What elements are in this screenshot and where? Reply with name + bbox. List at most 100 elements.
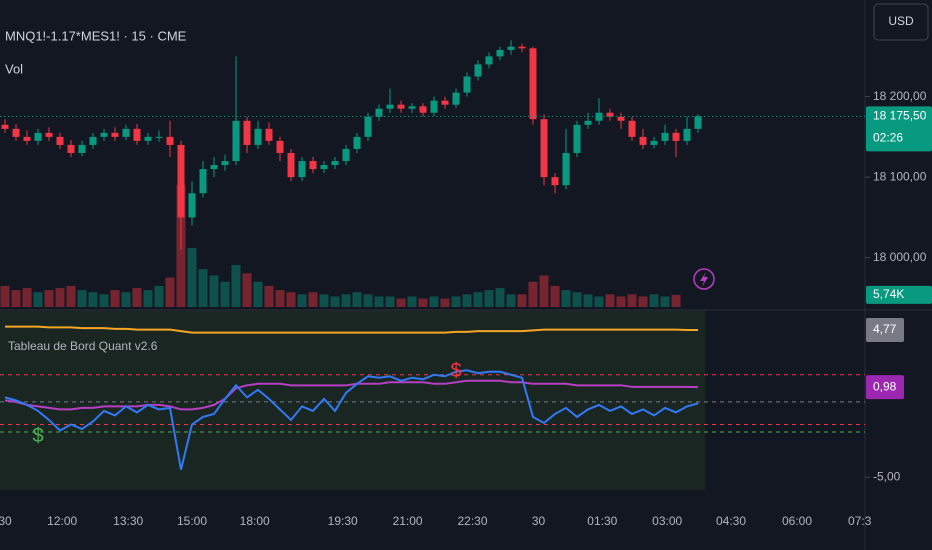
candle-body <box>320 165 328 170</box>
volume-bar <box>209 275 219 307</box>
candle-body <box>298 161 306 178</box>
candle-body <box>595 112 603 121</box>
volume-bar <box>396 298 406 307</box>
volume-bar <box>539 275 549 307</box>
volume-bar <box>572 292 582 307</box>
candle-body <box>221 161 229 166</box>
time-tick-label: 15:00 <box>177 514 207 528</box>
candle-body <box>254 128 262 145</box>
candle-body <box>518 46 526 49</box>
volume-bar <box>638 296 648 307</box>
candle-body <box>606 112 614 117</box>
candle-body <box>584 120 592 125</box>
candle-body <box>617 116 625 121</box>
volume-bar <box>187 248 197 307</box>
alert-icon[interactable] <box>693 268 715 290</box>
volume-bar <box>33 292 43 307</box>
candle-body <box>628 120 636 137</box>
candle-body <box>199 169 207 194</box>
price-tick-label: 18 100,00 <box>873 169 927 183</box>
time-tick-label: 22:30 <box>457 514 487 528</box>
currency-label: USD <box>888 14 914 28</box>
time-tick-label: 18:00 <box>240 514 270 528</box>
volume-bar <box>594 296 604 307</box>
volume-bar <box>627 294 637 307</box>
candle-body <box>672 132 680 141</box>
candle-body <box>375 108 383 117</box>
indicator-tick-label: -5,00 <box>873 469 901 483</box>
last-price-label: 18 175,50 <box>873 109 927 123</box>
candle-body <box>243 120 251 145</box>
currency-button[interactable] <box>873 3 929 41</box>
volume-bar <box>11 290 21 307</box>
signal-marker: $ <box>32 425 43 447</box>
candle-body <box>639 136 647 145</box>
candle-body <box>144 136 152 141</box>
last-value-label: 4,77 <box>873 322 897 336</box>
candle-body <box>1 124 9 129</box>
volume-bar <box>231 264 241 307</box>
time-tick-label: 01:30 <box>587 514 617 528</box>
volume-bar <box>605 294 615 307</box>
study-label: Vol <box>5 61 23 76</box>
volume-bar <box>0 285 10 307</box>
volume-bar <box>308 292 318 307</box>
volume-bar <box>44 290 54 307</box>
volume-bar <box>660 296 670 307</box>
candle-body <box>540 119 548 178</box>
volume-bar <box>407 296 417 307</box>
candle-body <box>56 136 64 145</box>
volume-bar <box>550 285 560 307</box>
time-tick-label: 21:00 <box>393 514 423 528</box>
indicator-background <box>0 310 705 490</box>
volume-bar <box>363 294 373 307</box>
candle-body <box>133 128 141 141</box>
candle-body <box>441 100 449 105</box>
candle-body <box>573 124 581 153</box>
candle-body <box>650 140 658 145</box>
volume-bar <box>495 288 505 307</box>
candle-body <box>34 132 42 141</box>
volume-bar <box>561 290 571 307</box>
lightning-glyph <box>700 272 708 287</box>
volume-bar <box>506 294 516 307</box>
price-tick-label: 18 200,00 <box>873 89 927 103</box>
volume-bar <box>341 294 351 307</box>
candle-body <box>342 148 350 162</box>
indicator-line <box>4 369 699 470</box>
candle-body <box>166 136 174 145</box>
volume-bar <box>242 273 252 307</box>
time-tick-label: 04:30 <box>716 514 746 528</box>
volume-bar <box>253 281 263 307</box>
time-tick-label: 13:30 <box>113 514 143 528</box>
volume-bar <box>429 296 439 307</box>
candle-body <box>122 128 130 137</box>
time-tick-label: 30 <box>532 514 546 528</box>
volume-bar <box>297 294 307 307</box>
volume-bar <box>374 296 384 307</box>
candle-body <box>67 144 75 153</box>
candle-body <box>353 136 361 149</box>
last-volume-label: 5,74K <box>873 287 904 301</box>
candle-body <box>661 132 669 141</box>
candle-body <box>23 136 31 141</box>
volume-bar <box>77 290 87 307</box>
volume-bar <box>671 294 681 307</box>
volume-bar <box>616 296 626 307</box>
volume-bar <box>286 292 296 307</box>
volume-bar <box>385 296 395 307</box>
candle-body <box>496 49 504 57</box>
volume-bar <box>99 294 109 307</box>
time-tick-label: 06:00 <box>782 514 812 528</box>
candle-body <box>309 161 317 170</box>
volume-bar <box>165 277 175 307</box>
volume-bar <box>121 292 131 307</box>
time-tick-label: 07:3 <box>848 514 872 528</box>
volume-bar <box>440 298 450 307</box>
volume-bar <box>143 290 153 307</box>
candle-body <box>276 140 284 153</box>
volume-bar <box>220 281 230 307</box>
candle-body <box>89 136 97 145</box>
